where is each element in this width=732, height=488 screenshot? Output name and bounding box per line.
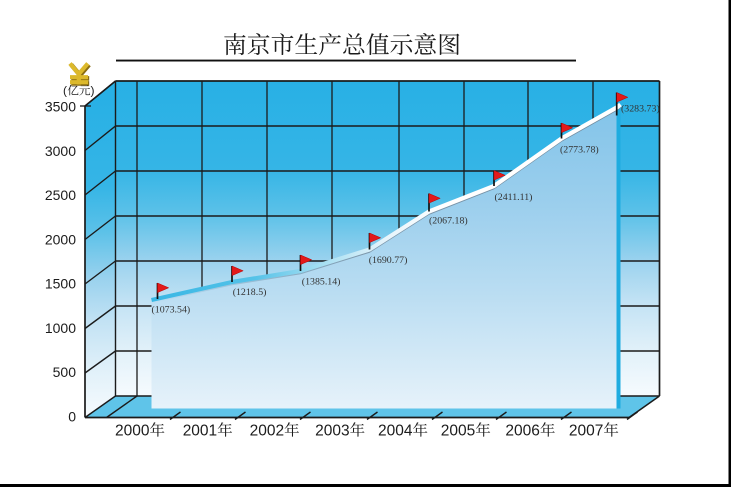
svg-text:(1218.5): (1218.5) [233, 287, 267, 298]
svg-text:(1385.14): (1385.14) [302, 276, 341, 287]
svg-text:0: 0 [68, 408, 76, 424]
svg-text:2006: 2006 [505, 423, 539, 440]
svg-text:1000: 1000 [45, 320, 76, 336]
svg-text:3500: 3500 [45, 99, 76, 115]
svg-text:2007: 2007 [569, 423, 603, 440]
svg-text:2000: 2000 [115, 423, 150, 440]
svg-text:2005: 2005 [441, 423, 475, 440]
svg-text:2002: 2002 [250, 423, 284, 440]
svg-text:): ) [91, 84, 95, 98]
svg-text:(1073.54): (1073.54) [152, 304, 191, 315]
svg-text:2003: 2003 [315, 423, 349, 440]
svg-text:2001: 2001 [183, 423, 217, 440]
svg-text:3000: 3000 [45, 143, 76, 159]
svg-text:(1690.77): (1690.77) [369, 255, 408, 266]
svg-text:2500: 2500 [45, 187, 76, 203]
svg-text:(2411.11): (2411.11) [495, 192, 533, 203]
svg-text:(2067.18): (2067.18) [429, 215, 468, 226]
svg-text:(3283.73): (3283.73) [621, 103, 660, 114]
svg-text:1500: 1500 [45, 276, 76, 292]
svg-text:2004: 2004 [378, 423, 413, 440]
svg-text:500: 500 [53, 364, 77, 380]
svg-text:(: ( [63, 84, 67, 98]
svg-text:2000: 2000 [45, 231, 76, 247]
svg-text:(2773.78): (2773.78) [560, 144, 599, 155]
